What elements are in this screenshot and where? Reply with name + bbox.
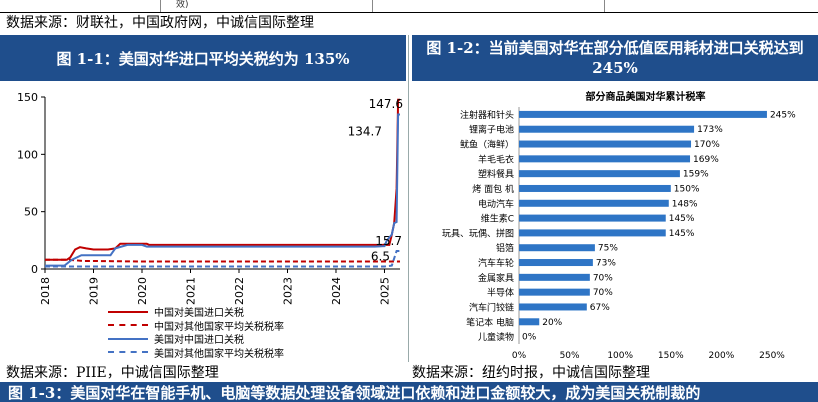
data-label: 170%	[694, 140, 720, 150]
source-note-right: 数据来源：纽约时报，中诚信国际整理	[412, 365, 650, 381]
y-tick-label: 0	[31, 263, 38, 276]
x-tick-label: 2023	[281, 277, 294, 305]
x-tick-label: 2024	[330, 277, 343, 305]
category-label: 玩具、玩偶、拼图	[442, 227, 514, 239]
x-tick-label: 2019	[87, 277, 100, 305]
chart-title: 部分商品美国对华累计税率	[586, 90, 706, 103]
data-label: 245%	[770, 110, 796, 120]
category-label: 笔记本 电脑	[466, 316, 514, 328]
data-label: 150%	[674, 184, 700, 194]
legend-label: 美国对中国进口关税	[154, 335, 244, 347]
data-label: 70%	[593, 273, 613, 283]
bar	[519, 110, 767, 118]
data-label: 15.7	[375, 234, 402, 248]
bar	[519, 125, 695, 133]
data-label: 145%	[669, 229, 695, 239]
bar	[519, 184, 671, 192]
legend-label: 中国对其他国家平均关税税率	[154, 321, 284, 333]
bar	[519, 259, 593, 267]
x-tick-label: 2022	[233, 277, 246, 305]
figure-title-left: 图 1-1：美国对华进口平均关税约为 135%	[0, 35, 406, 81]
bar	[519, 318, 540, 326]
table-cell-divider	[604, 0, 605, 12]
bar	[519, 199, 669, 207]
category-label: 羊毛毛衣	[478, 153, 514, 165]
bar	[519, 273, 590, 281]
x-tick-label: 2021	[184, 277, 197, 305]
data-label: 173%	[697, 125, 723, 135]
figure-title-right: 图 1-2：当前美国对华在部分低值医用耗材进口关税达到 245%	[412, 35, 818, 81]
line-chart: 0 50 100 150 2018 2019 2020 2021 2022 2023 2024 202…	[17, 91, 403, 305]
x-tick-label: 100%	[607, 351, 633, 361]
data-label: 145%	[669, 214, 695, 224]
series-line	[45, 250, 400, 268]
data-label: 67%	[590, 303, 610, 313]
table-cell-divider	[372, 0, 373, 12]
bar	[519, 170, 680, 178]
data-label: 169%	[693, 155, 719, 165]
category-label: 半导体	[487, 287, 514, 299]
x-tick-label: 50%	[560, 351, 580, 361]
column-divider	[408, 35, 409, 362]
category-label: 塑料餐具	[478, 168, 514, 180]
y-tick-label: 50	[24, 206, 38, 219]
y-tick-label: 100	[17, 148, 38, 161]
category-label: 汽车门铰链	[469, 301, 514, 313]
category-label: 儿童读物	[478, 331, 514, 343]
legend-label: 中国对美国进口关税	[154, 308, 244, 320]
bar	[519, 214, 666, 222]
table-cell-divider	[160, 0, 161, 12]
x-tick-label: 250%	[759, 351, 785, 361]
data-label: 147.6	[369, 97, 403, 111]
x-tick-label: 2018	[39, 277, 52, 305]
data-label: 20%	[542, 318, 562, 328]
legend-item: 中国对美国进口关税	[108, 305, 284, 319]
y-tick-label: 150	[17, 91, 38, 104]
category-label: 锂离子电池	[469, 124, 514, 136]
category-label: 金属家具	[478, 272, 514, 284]
category-label: 维生素C	[481, 213, 514, 225]
table-cell-text: 效)	[176, 0, 189, 10]
bar	[519, 288, 590, 296]
category-label: 汽车车轮	[478, 257, 514, 269]
legend-item: 美国对其他国家平均关税税率	[108, 346, 284, 360]
category-label: 烤 面包 机	[472, 183, 514, 195]
legend-item: 美国对中国进口关税	[108, 332, 284, 346]
bar	[519, 244, 595, 252]
data-label: 75%	[598, 244, 618, 254]
x-tick-label: 2020	[136, 277, 149, 305]
data-label: 159%	[683, 170, 709, 180]
category-label: 电动汽车	[478, 198, 514, 210]
data-label: 70%	[593, 288, 613, 298]
data-label: 6.5	[371, 250, 390, 264]
bar	[519, 303, 587, 311]
bar	[519, 140, 692, 148]
top-table-fragment: 效)	[0, 0, 818, 13]
x-tick-label: 0%	[512, 351, 527, 361]
source-note-top: 数据来源：财联社，中国政府网，中诚信国际整理	[6, 15, 314, 31]
x-tick-label: 200%	[709, 351, 735, 361]
x-tick-label: 150%	[658, 351, 684, 361]
category-label: 鱿鱼（海鲜）	[460, 139, 514, 151]
x-tick-label: 2025	[378, 277, 391, 305]
figure-title-bottom: 图 1-3：美国对华在智能手机、电脑等数据处理设备领域进口依赖和进口金额较大，成…	[0, 382, 818, 402]
data-label: 134.7	[348, 125, 382, 139]
legend-item: 中国对其他国家平均关税税率	[108, 319, 284, 333]
bar	[519, 155, 691, 163]
data-label: 73%	[596, 259, 616, 269]
category-label: 注射器和针头	[460, 109, 514, 121]
legend-label: 美国对其他国家平均关税税率	[154, 348, 284, 360]
data-label: 148%	[672, 199, 698, 209]
data-label: 0%	[522, 333, 537, 343]
bar	[519, 229, 666, 237]
series-line	[45, 258, 400, 263]
series-line	[45, 113, 400, 267]
category-label: 铝箔	[496, 242, 514, 254]
line-chart-legend: 中国对美国进口关税 中国对其他国家平均关税税率 美国对中国进口关税 美国对其他国…	[108, 305, 284, 360]
source-note-left: 数据来源：PIIE，中诚信国际整理	[6, 365, 219, 381]
